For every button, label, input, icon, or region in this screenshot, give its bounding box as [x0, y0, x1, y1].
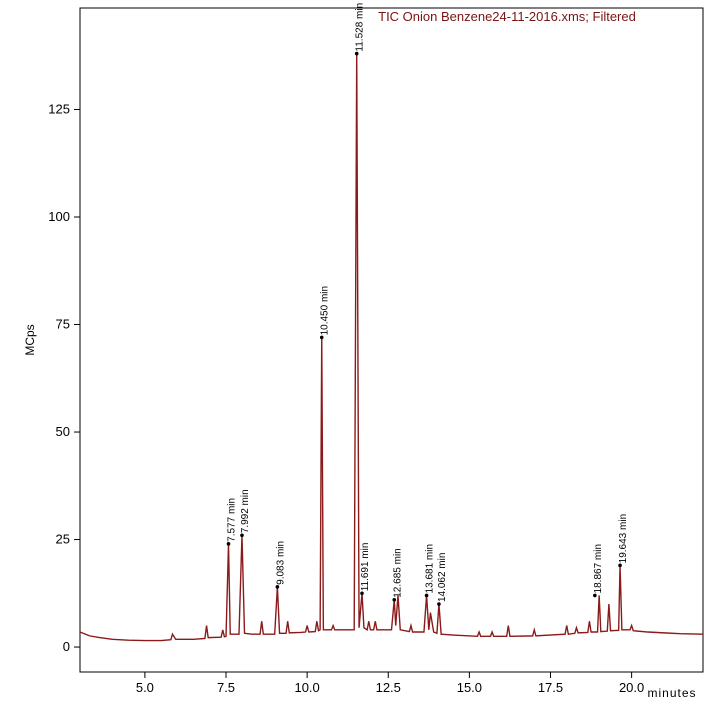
peak-label: 12.685 min — [392, 548, 403, 597]
peak-label: 18.867 min — [593, 544, 604, 593]
peak-marker — [275, 585, 280, 589]
peak-label: 19.643 min — [618, 514, 629, 563]
peak-marker — [593, 593, 597, 598]
y-tick-label: 25 — [56, 532, 70, 547]
peak-label: 7.577 min — [227, 498, 238, 542]
y-tick-label: 100 — [48, 209, 70, 224]
peak-marker — [392, 597, 397, 602]
x-tick-label: 12.5 — [376, 680, 401, 695]
peak-marker — [226, 542, 231, 546]
chart-title: TIC Onion Benzene24-11-2016.xms; Filtere… — [378, 9, 636, 24]
peak-marker — [354, 51, 359, 56]
x-axis-label: minutes — [647, 686, 696, 700]
peak-label: 10.450 min — [320, 286, 331, 335]
peak-label: 11.528 min — [355, 3, 366, 52]
y-tick-label: 0 — [63, 639, 70, 654]
peak-marker — [360, 591, 364, 596]
x-tick-label: 5.0 — [136, 680, 154, 695]
x-tick-label: 15.0 — [457, 680, 482, 695]
peak-label: 9.083 min — [275, 541, 286, 585]
peak-marker — [424, 593, 429, 598]
x-tick-label: 10.0 — [294, 680, 319, 695]
y-tick-label: 125 — [48, 101, 70, 116]
y-axis-label: MCps — [23, 324, 37, 355]
peak-label: 7.992 min — [240, 489, 251, 533]
trace — [79, 53, 704, 642]
x-tick-label: 7.5 — [217, 680, 235, 695]
y-tick-label: 50 — [56, 424, 70, 439]
y-tick-label: 75 — [56, 317, 70, 332]
peak-label: 11.691 min — [360, 543, 371, 592]
peak-label: 13.681 min — [425, 544, 436, 593]
peak-label: 14.062 min — [437, 553, 448, 602]
x-tick-label: 20.0 — [619, 680, 644, 695]
peak-marker — [240, 533, 244, 538]
peak-marker — [618, 563, 622, 568]
x-tick-label: 17.5 — [538, 680, 563, 695]
plot-frame — [79, 7, 704, 673]
peak-marker — [319, 335, 324, 340]
peak-marker — [437, 602, 441, 606]
